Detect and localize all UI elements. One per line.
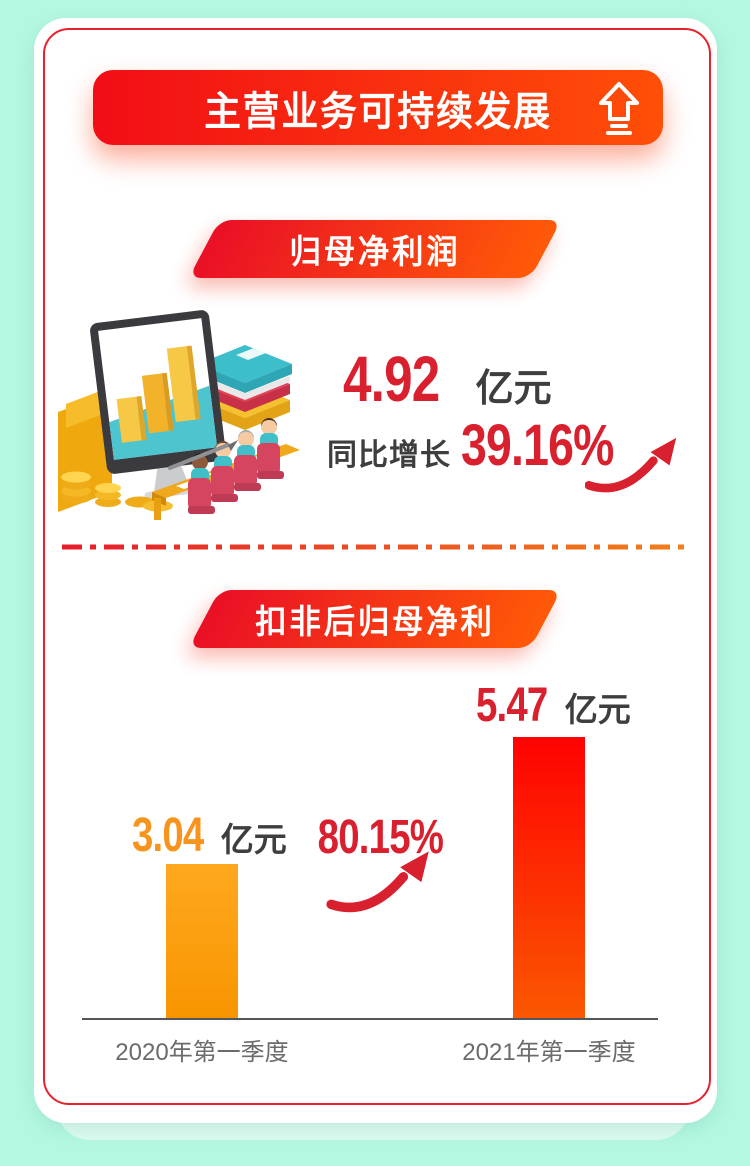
net-profit-growth: 同比增长 39.16% <box>327 412 652 479</box>
x-axis-line <box>82 1018 658 1020</box>
tag-deducted-profit: 扣非后归母净利 <box>188 590 562 648</box>
monitor-graphic <box>90 310 226 499</box>
net-profit-value: 4.92 <box>343 343 440 415</box>
tag-deducted-profit-label: 扣非后归母净利 <box>255 603 495 640</box>
finance-illustration <box>58 310 300 520</box>
net-profit-stat: 4.92 亿元 <box>343 342 552 416</box>
bar-value-2021-number: 5.47 <box>476 679 548 732</box>
bar-2020 <box>166 864 238 1018</box>
up-arrow-icon <box>599 82 639 135</box>
x-axis-label-2021: 2021年第一季度 <box>462 1039 636 1066</box>
bar-2021 <box>513 737 585 1020</box>
section-divider <box>62 544 690 550</box>
bar-value-2020: 3.04 亿元 <box>95 808 315 863</box>
bar-value-2020-number: 3.04 <box>132 809 204 862</box>
net-profit-unit: 亿元 <box>475 368 552 410</box>
growth-arrow-icon <box>585 437 677 493</box>
tag-net-profit-label: 归母净利润 <box>289 233 461 270</box>
coins-graphic <box>61 471 173 512</box>
x-axis-label-2020: 2020年第一季度 <box>115 1039 289 1066</box>
bar-value-2021: 5.47 亿元 <box>429 678 669 733</box>
pencil-graphic <box>168 440 238 470</box>
content-card <box>34 18 717 1123</box>
bar-value-2020-unit: 亿元 <box>220 821 287 858</box>
bar-growth-arrow-icon <box>326 851 429 913</box>
growth-prefix: 同比增长 <box>327 439 451 472</box>
tag-net-profit: 归母净利润 <box>188 220 562 278</box>
page-title: 主营业务可持续发展 <box>204 89 552 134</box>
growth-value: 39.16% <box>461 413 614 478</box>
card-inner-border <box>43 28 711 1105</box>
header-banner: 主营业务可持续发展 <box>93 70 663 145</box>
bar-value-2021-unit: 亿元 <box>564 691 631 728</box>
